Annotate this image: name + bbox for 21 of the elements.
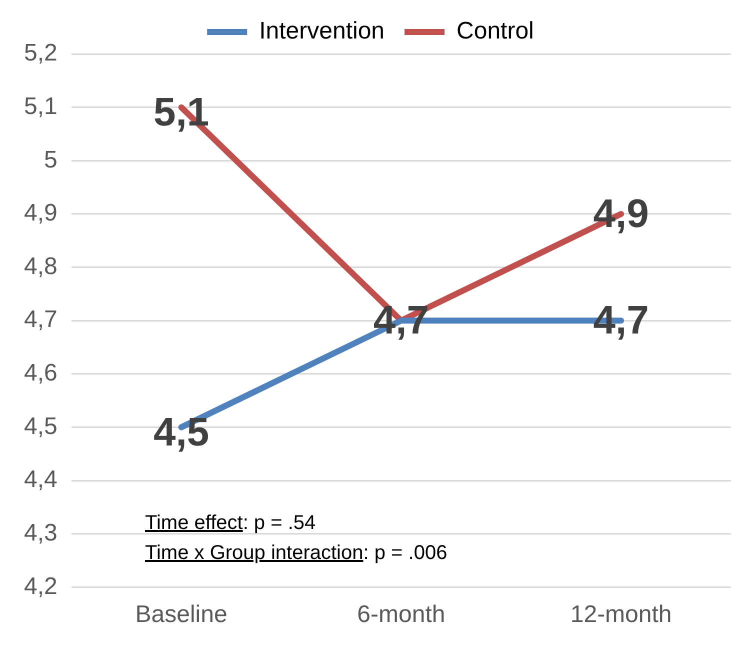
legend-label: Intervention (259, 18, 385, 45)
y-tick-label: 5 (44, 146, 58, 174)
y-tick-label: 4,9 (24, 200, 58, 227)
data-label: 4,7 (593, 298, 649, 343)
data-label: 4,9 (593, 192, 649, 236)
annotation: Time effect: p = .54 (145, 511, 317, 536)
annotation: Time x Group interaction: p = .006 (145, 541, 448, 566)
y-tick-label: 5,2 (24, 40, 58, 67)
y-tick-label: 4,8 (24, 252, 58, 280)
y-tick-label: 5,1 (24, 92, 58, 120)
x-tick-label: Baseline (135, 601, 228, 628)
y-tick-label: 4,3 (24, 520, 58, 547)
x-tick-label: 12-month (570, 601, 672, 628)
y-tick-label: 4,5 (24, 412, 58, 440)
legend-label: Control (456, 18, 534, 45)
data-label: 4,5 (154, 410, 210, 454)
x-tick-label: 6-month (357, 601, 446, 628)
y-tick-label: 4,7 (24, 306, 58, 334)
y-tick-label: 4,4 (24, 466, 58, 494)
y-tick-label: 4,2 (24, 572, 58, 600)
y-tick-label: 4,6 (24, 360, 58, 387)
